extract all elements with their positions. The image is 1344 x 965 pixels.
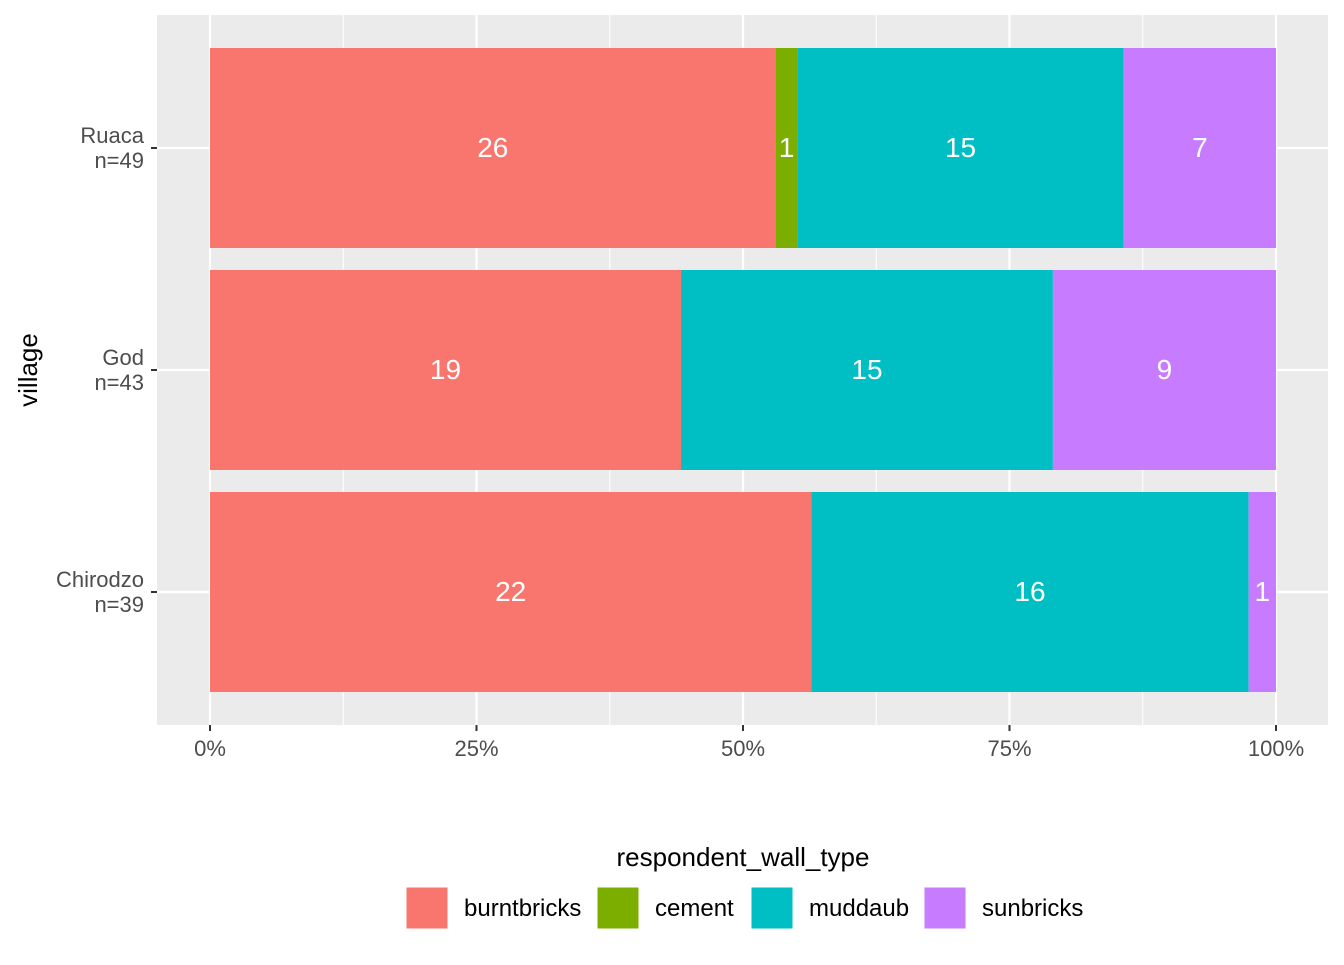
legend-label: burntbricks	[464, 895, 581, 922]
bar-segment-sunbricks	[1123, 48, 1276, 248]
y-tick-label: n=49	[94, 148, 144, 173]
y-tick-label: Chirodzo	[56, 567, 144, 592]
data-label: 1	[1255, 576, 1271, 607]
bar-segment-muddaub	[811, 492, 1249, 692]
legend-label: sunbricks	[982, 895, 1083, 922]
data-label: 22	[495, 576, 526, 607]
data-label: 9	[1157, 354, 1173, 385]
legend-key-cement	[596, 886, 640, 930]
y-tick-label: n=39	[94, 592, 144, 617]
data-label: 19	[430, 354, 461, 385]
x-tick-label: 0%	[194, 736, 226, 761]
y-tick-label: Ruaca	[80, 123, 144, 148]
bar-segment-cement	[775, 48, 798, 248]
legend-title: respondent_wall_type	[617, 842, 870, 872]
bar-segment-sunbricks	[1052, 270, 1276, 470]
x-tick-label: 75%	[987, 736, 1031, 761]
data-label: 15	[945, 132, 976, 163]
bar-segment-muddaub	[681, 270, 1053, 470]
legend-key-burntbricks	[405, 886, 449, 930]
data-label: 1	[779, 132, 795, 163]
bar-segment-burntbricks	[210, 270, 682, 470]
x-tick-label: 25%	[454, 736, 498, 761]
x-tick-label: 50%	[721, 736, 765, 761]
data-label: 16	[1014, 576, 1045, 607]
legend-key-muddaub	[750, 886, 794, 930]
y-axis-title: village	[13, 333, 43, 407]
data-label: 26	[477, 132, 508, 163]
bar-segment-burntbricks	[210, 48, 776, 248]
data-label: 7	[1192, 132, 1208, 163]
y-tick-label: God	[102, 345, 144, 370]
legend-label: cement	[655, 895, 734, 922]
bar-segment-burntbricks	[210, 492, 812, 692]
data-label: 15	[851, 354, 882, 385]
bar-segment-muddaub	[797, 48, 1124, 248]
bar-segment-sunbricks	[1248, 492, 1276, 692]
y-tick-label: n=43	[94, 370, 144, 395]
legend-label: muddaub	[809, 895, 909, 922]
x-tick-label: 100%	[1248, 736, 1304, 761]
legend-key-sunbricks	[923, 886, 967, 930]
